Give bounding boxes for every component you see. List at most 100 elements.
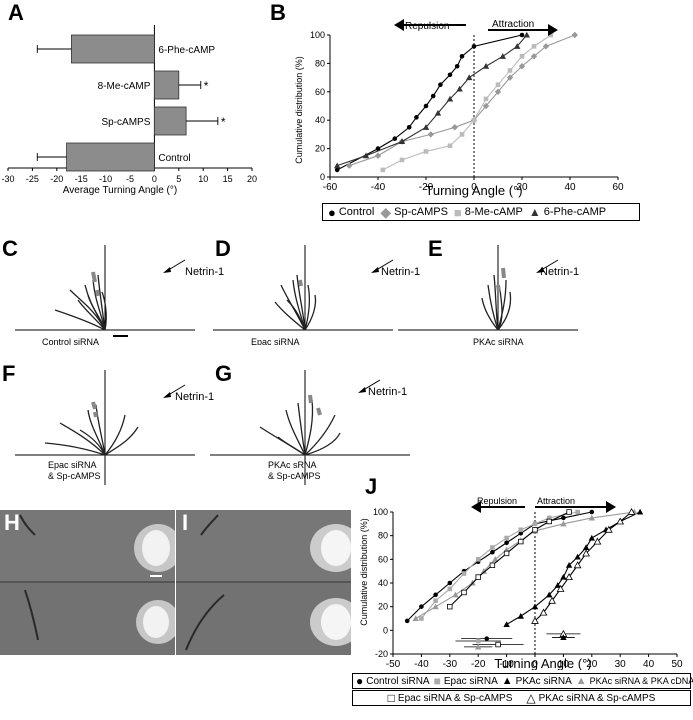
chart-b-legend: ● Control ◆ Sp-cAMPS ■ 8-Me-cAMP ▲ 6-Phe-cAM… bbox=[322, 203, 640, 221]
data-point bbox=[398, 138, 406, 145]
data-point bbox=[531, 603, 539, 610]
x-tick-label: 60 bbox=[612, 182, 624, 193]
legend-j-epac-sp: □ Epac siRNA & Sp-cAMPS bbox=[388, 691, 513, 705]
trace-g-label-1: PKAc sRNA bbox=[268, 460, 317, 470]
legend-j-epac: ■ Epac siRNA bbox=[434, 674, 498, 688]
legend-j-pkac-label: PKAc siRNA bbox=[515, 675, 572, 687]
data-point bbox=[471, 117, 477, 123]
repulsion-arrowhead bbox=[394, 19, 404, 31]
mean-point bbox=[475, 643, 482, 650]
data-point bbox=[604, 525, 613, 533]
panel-label-d: D bbox=[215, 236, 231, 261]
data-point bbox=[582, 544, 590, 551]
data-point bbox=[531, 616, 539, 624]
x-tick-label: -40 bbox=[414, 659, 429, 670]
data-point bbox=[459, 132, 465, 137]
open-triangle-icon: △ bbox=[526, 691, 536, 705]
diamond-icon: ◆ bbox=[380, 203, 392, 220]
attraction-arrowhead bbox=[548, 24, 558, 36]
data-point bbox=[346, 162, 353, 169]
data-point bbox=[461, 571, 467, 576]
data-point bbox=[499, 53, 506, 59]
data-point bbox=[475, 557, 481, 562]
data-point bbox=[542, 43, 550, 50]
data-point bbox=[523, 31, 530, 38]
chart-a-svg: -30 -25 -20 -15 -10 -5 0 5 10 15 20 6-Phe-cAMP 8-Me-… bbox=[1, 25, 257, 196]
triangle-icon: ▲ bbox=[528, 205, 541, 219]
data-point bbox=[539, 608, 548, 616]
data-point bbox=[593, 537, 602, 545]
series-line-PKAc siRNA & PKA cDNA bbox=[415, 511, 635, 619]
netrin-label-d: Netrin-1 bbox=[381, 266, 420, 278]
data-point bbox=[518, 538, 524, 545]
y-tick-label: 20 bbox=[315, 144, 325, 154]
y-tick-label: 100 bbox=[310, 30, 325, 40]
repulsion-arrowhead bbox=[471, 501, 481, 513]
netrin-label-g: Netrin-1 bbox=[368, 386, 407, 398]
micrograph-h-svg bbox=[0, 510, 175, 655]
bar-8-Me-cAMP bbox=[153, 70, 180, 100]
legend-j-pkac-sp: △ PKAc siRNA & Sp-cAMPS bbox=[526, 691, 655, 705]
data-point bbox=[438, 82, 443, 87]
data-point bbox=[582, 549, 590, 557]
data-point bbox=[466, 74, 473, 81]
y-tick-label: 80 bbox=[315, 58, 325, 68]
data-point bbox=[471, 44, 477, 49]
data-point bbox=[399, 157, 405, 163]
panel-label-h: H bbox=[4, 510, 20, 535]
legend-b-sp: ◆ Sp-cAMPS bbox=[380, 204, 448, 221]
data-point bbox=[532, 527, 538, 533]
x-tick-label: -20 bbox=[50, 174, 63, 184]
x-tick-label: 10 bbox=[558, 659, 570, 670]
data-point bbox=[434, 109, 442, 116]
chart-b-svg: -60 -40 -20 0 20 40 60 0 20 40 60 80 100 Turning Ang… bbox=[294, 19, 624, 198]
mean-point bbox=[560, 634, 567, 640]
data-point bbox=[518, 63, 526, 70]
data-point bbox=[571, 31, 578, 39]
data-point bbox=[517, 612, 524, 619]
x-tick-label: -60 bbox=[323, 182, 338, 193]
data-point bbox=[560, 573, 567, 580]
data-point bbox=[419, 616, 424, 621]
x-tick-label: 0 bbox=[152, 174, 157, 184]
chart-j-attraction-label: Attraction bbox=[537, 496, 575, 506]
bar-label: 8-Me-cAMP bbox=[98, 81, 151, 92]
chart-a-xlabel: Average Turning Angle (°) bbox=[63, 185, 177, 196]
data-point bbox=[380, 167, 386, 173]
data-point bbox=[456, 85, 463, 92]
square-icon: ■ bbox=[433, 674, 441, 688]
data-point bbox=[375, 146, 381, 151]
chart-b-attraction-label: Attraction bbox=[492, 19, 534, 30]
trace-f-label-2: & Sp-cAMPS bbox=[48, 471, 101, 481]
data-point bbox=[404, 618, 410, 624]
legend-b-8me: ■ 8-Me-cAMP bbox=[454, 205, 523, 220]
data-point bbox=[489, 562, 496, 568]
data-point bbox=[565, 562, 573, 568]
trace-g-label-2: & Sp-cAMPS bbox=[268, 471, 321, 481]
chart-j-repulsion-label: Repulsion bbox=[477, 496, 517, 506]
data-point bbox=[427, 131, 434, 138]
data-point bbox=[548, 596, 556, 604]
panel-label-g: G bbox=[215, 361, 233, 386]
netrin-label-e: Netrin-1 bbox=[540, 266, 579, 278]
trace-e-label: PKAc siRNA bbox=[473, 337, 524, 345]
data-point bbox=[433, 598, 438, 604]
legend-j-pkac-sp-label: PKAc siRNA & Sp-cAMPS bbox=[538, 692, 656, 704]
data-point bbox=[433, 592, 438, 598]
data-point bbox=[447, 580, 453, 586]
data-point bbox=[566, 509, 572, 515]
legend-j-control-label: Control siRNA bbox=[366, 675, 430, 687]
bar-Control bbox=[66, 142, 155, 172]
chart-j-legend-row1: ● Control siRNA ■ Epac siRNA ▲ PKAc siRNA ▲… bbox=[352, 673, 693, 689]
series-line-8-Me-cAMP bbox=[382, 34, 552, 171]
data-point bbox=[554, 582, 561, 588]
chart-j: -50 -40 -30 -20 -10 0 10 20 30 40 50 -20 0 20 40 60 80 10… bbox=[355, 492, 690, 675]
data-point bbox=[565, 573, 573, 581]
data-point bbox=[490, 549, 495, 555]
netrin-label-f: Netrin-1 bbox=[175, 391, 214, 403]
data-point bbox=[414, 115, 419, 120]
data-point bbox=[556, 584, 565, 592]
data-point bbox=[636, 508, 644, 515]
legend-b-control-label: Control bbox=[338, 206, 375, 218]
x-tick-label: 40 bbox=[643, 659, 655, 670]
